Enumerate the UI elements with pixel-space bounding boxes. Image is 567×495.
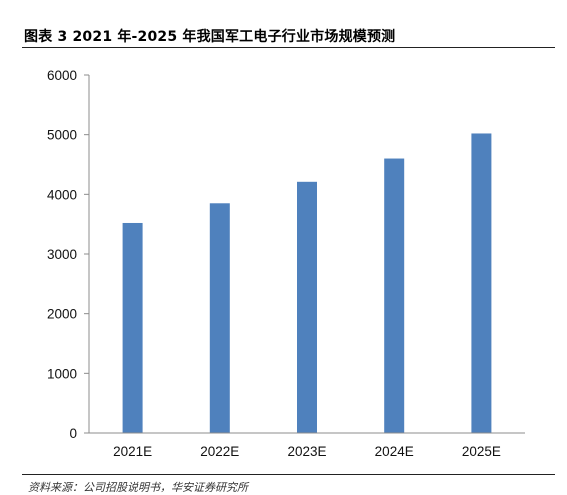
x-tick-label: 2021E xyxy=(113,444,152,459)
x-tick-label: 2023E xyxy=(287,444,326,459)
bar-2025E xyxy=(471,133,492,433)
bar-2021E xyxy=(122,222,143,433)
y-tick-label: 6000 xyxy=(47,68,77,83)
x-tick-label: 2024E xyxy=(375,444,414,459)
bar-2024E xyxy=(384,158,405,434)
y-tick-label: 4000 xyxy=(47,187,77,202)
source-divider xyxy=(22,474,555,475)
y-tick-label: 1000 xyxy=(47,366,77,381)
y-tick-label: 2000 xyxy=(47,307,77,322)
y-tick-label: 5000 xyxy=(47,128,77,143)
x-tick-label: 2022E xyxy=(200,444,239,459)
x-axis-ticks: 2021E 2022E 2023E 2024E 2025E xyxy=(113,444,501,459)
source-note: 资料来源：公司招股说明书，华安证券研究所 xyxy=(28,481,248,494)
y-tick-label: 0 xyxy=(69,426,77,441)
bar-2023E xyxy=(297,181,317,433)
y-axis-ticks: 0 1000 2000 3000 4000 5000 6000 xyxy=(47,68,89,441)
y-tick-label: 3000 xyxy=(47,247,77,262)
bar-2022E xyxy=(209,203,230,433)
figure-title: 图表 3 2021 年-2025 年我国军工电子行业市场规模预测 xyxy=(24,29,396,45)
x-tick-label: 2025E xyxy=(462,444,501,459)
bars xyxy=(122,133,492,434)
title-divider xyxy=(22,47,555,48)
